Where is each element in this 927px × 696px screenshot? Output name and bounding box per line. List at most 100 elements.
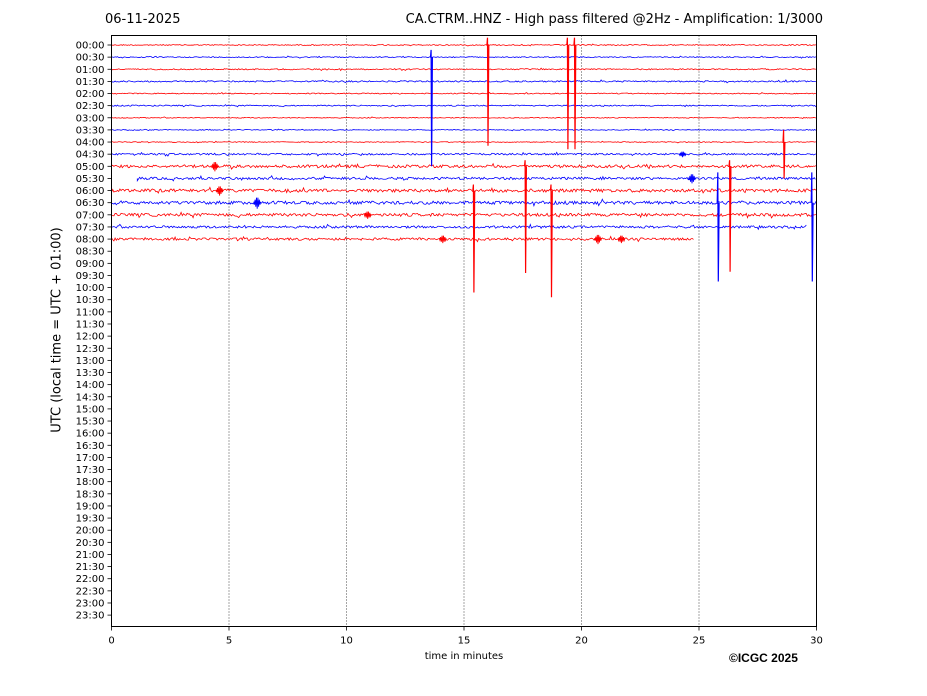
- trace-0330: [111, 128, 817, 132]
- y-tick-label: 07:00: [76, 210, 105, 221]
- trace-0030: [111, 55, 817, 59]
- x-axis-label: time in minutes: [424, 651, 504, 662]
- event-spike: [472, 184, 476, 293]
- trace-0300: [111, 116, 817, 120]
- burst: [617, 235, 626, 244]
- y-tick-label: 03:00: [76, 113, 105, 124]
- x-tick-label: 5: [226, 636, 232, 647]
- y-tick-label: 14:30: [76, 392, 105, 403]
- event-spike: [728, 160, 732, 272]
- y-tick-label: 08:30: [76, 247, 105, 258]
- trace-0530: [136, 175, 816, 183]
- y-tick-label: 22:00: [76, 574, 105, 585]
- trace-0500: [111, 162, 817, 170]
- y-tick-label: 08:00: [76, 235, 105, 246]
- y-tick-label: 06:30: [76, 198, 105, 209]
- trace-0600: [111, 186, 817, 194]
- y-tick-label: 17:30: [76, 465, 105, 476]
- y-tick-label: 05:00: [76, 162, 105, 173]
- y-tick-label: 02:30: [76, 101, 105, 112]
- x-tick-label: 0: [108, 636, 114, 647]
- y-tick-label: 15:00: [76, 404, 105, 415]
- y-tick-label: 19:00: [76, 501, 105, 512]
- y-tick-label: 04:30: [76, 150, 105, 161]
- event-spike: [810, 172, 814, 282]
- burst: [210, 162, 219, 172]
- event-spike: [782, 129, 786, 179]
- y-tick-label: 20:00: [76, 526, 105, 537]
- y-tick-label: 21:30: [76, 562, 105, 573]
- y-tick-label: 23:30: [76, 611, 105, 622]
- y-tick-label: 11:30: [76, 319, 105, 330]
- grid-lines: [228, 35, 700, 627]
- event-spike: [549, 184, 553, 298]
- y-tick-label: 00:00: [76, 41, 105, 52]
- burst: [688, 174, 696, 184]
- y-tick-label: 10:30: [76, 295, 105, 306]
- x-ticks: 0 5 10 15 20 25 30: [108, 626, 823, 647]
- event-spike: [566, 37, 570, 150]
- trace-0430: [111, 151, 817, 157]
- burst: [215, 186, 224, 196]
- y-tick-label: 13:30: [76, 368, 105, 379]
- event-spike: [523, 160, 527, 274]
- y-tick-label: 22:30: [76, 586, 105, 597]
- trace-0400: [111, 140, 817, 144]
- trace-0200: [111, 91, 817, 95]
- x-tick-label: 10: [340, 636, 353, 647]
- y-tick-label: 21:00: [76, 550, 105, 561]
- x-tick-label: 20: [575, 636, 588, 647]
- y-tick-label: 13:00: [76, 356, 105, 367]
- y-tick-label: 09:30: [76, 271, 105, 282]
- burst: [594, 234, 602, 245]
- trace-0130: [111, 79, 816, 84]
- burst: [678, 151, 687, 158]
- y-tick-label: 06:00: [76, 186, 105, 197]
- y-tick-label: 09:00: [76, 259, 105, 270]
- y-tick-label: 19:30: [76, 514, 105, 525]
- y-tick-label: 14:00: [76, 380, 105, 391]
- y-tick-label: 12:30: [76, 344, 105, 355]
- burst: [438, 235, 447, 244]
- trace-0000: [111, 43, 816, 47]
- y-tick-label: 00:30: [76, 53, 105, 64]
- y-tick-label: 03:30: [76, 125, 105, 136]
- burst: [363, 211, 372, 219]
- y-tick-label: 15:30: [76, 417, 105, 428]
- copyright-credit: ©ICGC 2025: [729, 651, 798, 665]
- y-tick-label: 16:00: [76, 429, 105, 440]
- event-spike: [573, 37, 577, 150]
- y-tick-label: 07:30: [76, 222, 105, 233]
- y-tick-label: 12:00: [76, 332, 105, 343]
- y-tick-label: 02:00: [76, 89, 105, 100]
- y-tick-label: 01:30: [76, 77, 105, 88]
- traces-group: [111, 37, 817, 298]
- chart-date: 06-11-2025: [105, 12, 181, 27]
- plot-frame: [111, 35, 817, 627]
- y-tick-label: 18:00: [76, 477, 105, 488]
- trace-0630: [111, 198, 817, 207]
- y-tick-label: 05:30: [76, 174, 105, 185]
- burst: [253, 197, 262, 209]
- trace-0100: [111, 67, 816, 72]
- trace-0700: [111, 211, 817, 219]
- y-tick-label: 17:00: [76, 453, 105, 464]
- trace-0730: [111, 223, 807, 231]
- y-tick-label: 01:00: [76, 65, 105, 76]
- x-tick-label: 15: [458, 636, 471, 647]
- trace-0230: [111, 104, 817, 108]
- trace-0800: [111, 235, 694, 243]
- y-tick-label: 11:00: [76, 307, 105, 318]
- y-tick-label: 10:00: [76, 283, 105, 294]
- x-tick-label: 30: [810, 636, 823, 647]
- event-spike: [716, 172, 720, 282]
- x-tick-label: 25: [693, 636, 706, 647]
- y-tick-label: 18:30: [76, 489, 105, 500]
- y-tick-label: 04:00: [76, 138, 105, 149]
- y-tick-label: 20:30: [76, 538, 105, 549]
- event-spike: [429, 49, 433, 167]
- y-tick-label: 16:30: [76, 441, 105, 452]
- y-ticks: 00:0000:3001:0001:3002:0002:3003:0003:30…: [76, 41, 112, 622]
- event-spike: [486, 37, 490, 146]
- y-tick-label: 23:00: [76, 598, 105, 609]
